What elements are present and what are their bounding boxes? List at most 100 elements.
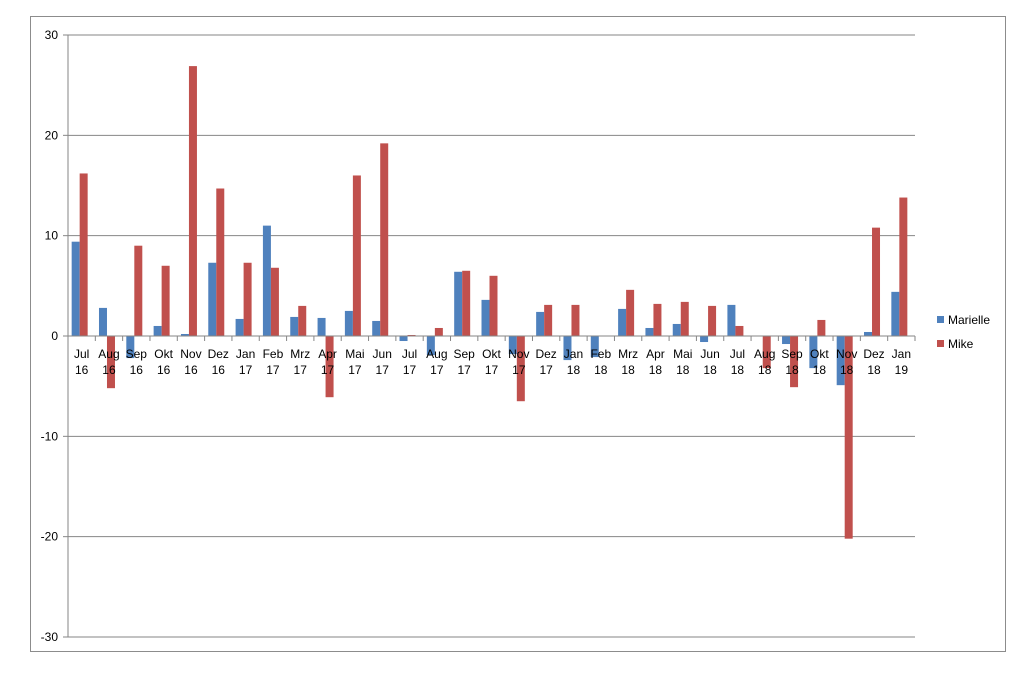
bar-marielle xyxy=(836,336,845,386)
bar-marielle xyxy=(98,307,107,336)
x-tick-label-year: 17 xyxy=(403,363,417,377)
x-tick-label-month: Dez xyxy=(208,347,229,361)
legend-swatch-marielle xyxy=(937,316,944,323)
bar-marielle xyxy=(672,323,681,336)
x-tick-label-month: Apr xyxy=(318,347,337,361)
x-tick-label-year: 18 xyxy=(594,363,608,377)
x-tick-label-year: 16 xyxy=(184,363,198,377)
x-tick-label-month: Sep xyxy=(126,347,148,361)
y-tick-label: -20 xyxy=(41,530,59,544)
x-tick-label-year: 19 xyxy=(895,363,909,377)
bar-mike xyxy=(188,66,197,336)
x-tick-label-year: 17 xyxy=(239,363,253,377)
x-tick-label-year: 18 xyxy=(867,363,881,377)
bar-marielle xyxy=(536,311,545,336)
y-tick-label: 20 xyxy=(45,128,59,142)
bar-mike xyxy=(407,334,416,336)
x-tick-label-year: 18 xyxy=(758,363,772,377)
legend-swatch-mike xyxy=(937,340,944,347)
bar-mike xyxy=(735,325,744,336)
legend-label-marielle: Marielle xyxy=(948,313,990,327)
x-tick-label-year: 18 xyxy=(676,363,690,377)
x-tick-label-month: Mai xyxy=(673,347,692,361)
x-tick-label-month: Aug xyxy=(98,347,119,361)
y-tick-label: -10 xyxy=(41,429,59,443)
x-tick-label-year: 18 xyxy=(649,363,663,377)
x-tick-label-month: Jan xyxy=(892,347,911,361)
x-tick-label-year: 17 xyxy=(266,363,280,377)
x-tick-label-year: 17 xyxy=(457,363,471,377)
x-tick-label-month: Mai xyxy=(345,347,364,361)
bar-marielle xyxy=(809,336,818,369)
bar-marielle xyxy=(782,336,791,345)
bar-marielle xyxy=(454,271,463,336)
x-tick-label-year: 17 xyxy=(348,363,362,377)
x-axis-ticks: Jul 16 Aug 16 Sep 16 Okt 16 Nov 16 Dez 16 Jan 17 Feb 17… xyxy=(67,336,916,377)
x-tick-label-month: Jul xyxy=(74,347,89,361)
bar-mike xyxy=(680,301,689,336)
bar-mike xyxy=(489,275,498,336)
x-tick-label-month: Jun xyxy=(373,347,392,361)
bar-marielle xyxy=(508,336,517,355)
x-tick-label-year: 17 xyxy=(294,363,308,377)
x-tick-label-month: Nov xyxy=(836,347,857,361)
bar-mike xyxy=(817,319,826,336)
x-tick-label-month: Nov xyxy=(180,347,201,361)
bar-marielle xyxy=(891,291,900,336)
x-tick-label-month: Jan xyxy=(564,347,583,361)
bar-marielle xyxy=(344,310,353,336)
legend-label-mike: Mike xyxy=(948,337,974,351)
x-tick-label-year: 18 xyxy=(567,363,581,377)
bar-mike xyxy=(243,262,252,336)
bar-marielle xyxy=(290,316,299,336)
bar-mike xyxy=(708,305,717,336)
bars xyxy=(71,66,908,539)
bar-marielle xyxy=(727,304,736,336)
x-tick-label-month: Jan xyxy=(236,347,255,361)
x-tick-label-year: 18 xyxy=(731,363,745,377)
bar-marielle xyxy=(426,336,435,356)
bar-mike xyxy=(79,173,88,336)
bar-mike xyxy=(434,327,443,336)
bar-mike xyxy=(216,188,225,336)
x-tick-label-year: 17 xyxy=(512,363,526,377)
x-tick-label-year: 17 xyxy=(376,363,390,377)
bar-mike xyxy=(516,336,525,402)
chart-area xyxy=(30,16,1006,652)
x-tick-label-month: Jul xyxy=(402,347,417,361)
x-tick-label-year: 17 xyxy=(539,363,553,377)
x-tick-label-year: 16 xyxy=(75,363,89,377)
bar-marielle xyxy=(372,320,381,336)
bar-marielle xyxy=(317,317,326,336)
x-tick-label-month: Okt xyxy=(810,347,829,361)
x-tick-label-year: 16 xyxy=(102,363,116,377)
x-tick-label-year: 17 xyxy=(485,363,499,377)
y-tick-label: 0 xyxy=(51,329,58,343)
bar-marielle xyxy=(645,327,654,336)
gridlines xyxy=(63,34,915,638)
x-tick-label-month: Aug xyxy=(754,347,775,361)
bar-mike xyxy=(844,336,853,539)
bar-mike xyxy=(161,265,170,336)
bar-mike xyxy=(626,289,635,336)
bar-mike xyxy=(790,336,799,388)
x-tick-label-year: 18 xyxy=(813,363,827,377)
bar-mike xyxy=(462,270,471,336)
bar-marielle xyxy=(180,333,189,336)
x-tick-label-year: 18 xyxy=(785,363,799,377)
x-tick-label-month: Sep xyxy=(781,347,803,361)
bar-marielle xyxy=(126,336,135,359)
bar-mike xyxy=(325,336,334,398)
x-tick-label-month: Feb xyxy=(590,347,611,361)
x-tick-label-month: Nov xyxy=(508,347,529,361)
legend: Marielle Mike xyxy=(937,313,990,351)
x-tick-label-year: 16 xyxy=(212,363,226,377)
x-tick-label-year: 16 xyxy=(157,363,171,377)
bar-mike xyxy=(270,267,279,336)
x-tick-label-month: Mrz xyxy=(618,347,638,361)
x-tick-label-year: 16 xyxy=(130,363,144,377)
bar-mike xyxy=(380,143,389,336)
bar-marielle xyxy=(235,318,244,336)
bar-mike xyxy=(134,245,143,336)
